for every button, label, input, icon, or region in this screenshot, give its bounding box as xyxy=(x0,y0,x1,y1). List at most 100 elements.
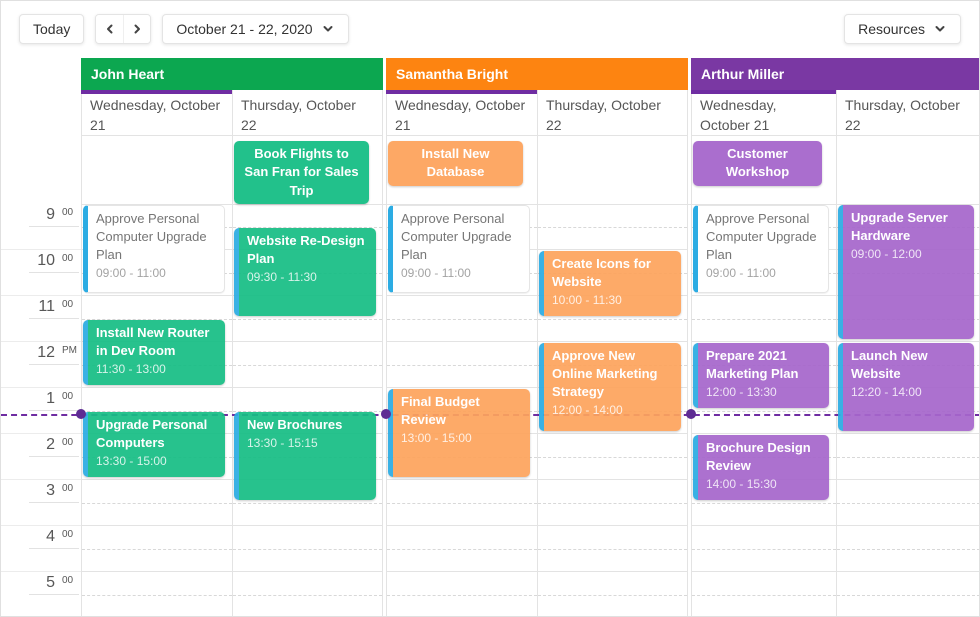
time-gutter-cell: 11 00 xyxy=(1,296,81,342)
time-label: 10 00 xyxy=(29,250,79,273)
all-day-cell[interactable] xyxy=(836,136,979,204)
chevron-down-icon xyxy=(321,22,335,36)
time-cell[interactable] xyxy=(538,296,687,342)
date-header-cell: Wednesday, October 21 xyxy=(691,90,836,136)
appointment[interactable]: Install New Router in Dev Room 11:30 - 13… xyxy=(83,320,225,385)
appointment-time: 09:00 - 11:00 xyxy=(96,265,166,280)
time-cell[interactable] xyxy=(387,480,537,526)
appointment-time: 12:00 - 14:00 xyxy=(552,402,623,417)
time-cell[interactable] xyxy=(837,572,979,616)
date-header-cell: Wednesday, October 21 xyxy=(386,90,537,136)
appointment-time: 11:30 - 13:00 xyxy=(96,361,166,376)
time-cell[interactable] xyxy=(538,204,687,250)
time-gutter-cell: 2 00 xyxy=(1,434,81,480)
appointment[interactable]: Approve Personal Computer Upgrade Plan 09… xyxy=(83,205,225,293)
all-day-cell[interactable] xyxy=(232,136,383,204)
grid-top-line xyxy=(1,204,979,205)
time-cell[interactable] xyxy=(387,342,537,388)
time-cell[interactable] xyxy=(387,572,537,616)
appointment[interactable]: Website Re-Design Plan 09:30 - 11:30 xyxy=(234,228,376,316)
time-label-hour: 3 xyxy=(46,482,55,499)
appointment[interactable]: Approve New Online Marketing Strategy 12:… xyxy=(539,343,681,431)
time-label: 4 00 xyxy=(29,526,79,549)
appointment-title: Launch New Website xyxy=(851,348,928,381)
appointment-title: Book Flights to San Fran for Sales Trip xyxy=(244,146,359,198)
appointment-time: 09:00 - 11:00 xyxy=(706,265,776,280)
time-cell[interactable] xyxy=(692,526,836,572)
time-cell[interactable] xyxy=(538,480,687,526)
time-label-hour: 9 xyxy=(46,206,55,223)
time-label: 11 00 xyxy=(29,296,79,319)
all-day-appointment[interactable]: Book Flights to San Fran for Sales Trip xyxy=(234,141,369,205)
time-cell[interactable] xyxy=(837,480,979,526)
appointment[interactable]: Approve Personal Computer Upgrade Plan 09… xyxy=(693,205,829,293)
prev-button[interactable] xyxy=(96,14,124,43)
time-cell[interactable] xyxy=(837,526,979,572)
time-cell[interactable] xyxy=(233,480,382,526)
appointment-title: Customer Workshop xyxy=(725,146,790,180)
appointment-time: 14:00 - 15:30 xyxy=(706,476,777,491)
appointment-time: 09:00 - 12:00 xyxy=(851,246,922,261)
date-range-button[interactable]: October 21 - 22, 2020 xyxy=(162,13,349,44)
current-date-indicator xyxy=(81,90,232,94)
appointment[interactable]: Upgrade Server Hardware 09:00 - 12:00 xyxy=(838,205,974,339)
time-cell[interactable] xyxy=(538,434,687,480)
date-header-cell: Thursday, October 22 xyxy=(537,90,688,136)
all-day-appointment[interactable]: Install New Database xyxy=(388,141,523,186)
time-label-hour: 5 xyxy=(46,574,55,591)
appointment[interactable]: Prepare 2021 Marketing Plan 12:00 - 13:30 xyxy=(693,343,829,408)
appointment[interactable]: Brochure Design Review 14:00 - 15:30 xyxy=(693,435,829,500)
all-day-cell[interactable] xyxy=(386,136,537,204)
all-day-cell[interactable] xyxy=(537,136,688,204)
date-header-label: Thursday, October 22 xyxy=(241,97,356,134)
appointment-title: Approve New Online Marketing Strategy xyxy=(552,348,658,399)
appointment[interactable]: Upgrade Personal Computers 13:30 - 15:00 xyxy=(83,412,225,477)
time-label-minutes: 00 xyxy=(62,436,74,448)
appointment[interactable]: Final Budget Review 13:00 - 15:00 xyxy=(388,389,530,477)
today-button[interactable]: Today xyxy=(19,13,85,44)
appointment-title: Prepare 2021 Marketing Plan xyxy=(706,348,799,381)
time-cell[interactable] xyxy=(233,296,382,342)
time-cell[interactable] xyxy=(692,480,836,526)
resources-button[interactable]: Resources xyxy=(844,13,961,44)
time-cell[interactable] xyxy=(82,572,232,616)
time-cell[interactable] xyxy=(692,572,836,616)
time-cell[interactable] xyxy=(82,526,232,572)
appointment-title: New Brochures xyxy=(247,417,343,432)
appointment-title: Brochure Design Review xyxy=(706,440,811,473)
time-cell[interactable] xyxy=(692,296,836,342)
time-label: 1 00 xyxy=(29,388,79,411)
appointment[interactable]: New Brochures 13:30 - 15:15 xyxy=(234,412,376,500)
time-gutter-cell: 4 00 xyxy=(1,526,81,572)
resource-header: John Heart xyxy=(81,58,383,90)
time-label-hour: 1 xyxy=(46,390,55,407)
time-cell[interactable] xyxy=(233,342,382,388)
time-cell[interactable] xyxy=(692,388,836,434)
next-button[interactable] xyxy=(123,14,151,43)
time-cell[interactable] xyxy=(538,572,687,616)
time-label-minutes: 00 xyxy=(62,298,74,310)
appointment[interactable]: Launch New Website 12:20 - 14:00 xyxy=(838,343,974,431)
appointment[interactable]: Create Icons for Website 10:00 - 11:30 xyxy=(539,251,681,316)
resource-name: Samantha Bright xyxy=(396,66,509,82)
time-label: 3 00 xyxy=(29,480,79,503)
toolbar: Today October 21 - 22, 2020 Resources xyxy=(1,1,979,56)
all-day-appointment[interactable]: Customer Workshop xyxy=(693,141,822,186)
time-cell[interactable] xyxy=(387,526,537,572)
all-day-cell[interactable] xyxy=(81,136,232,204)
time-label: 9 00 xyxy=(29,204,79,227)
all-day-cell[interactable] xyxy=(691,136,836,204)
time-cell[interactable] xyxy=(387,296,537,342)
time-gutter-cell: 9 00 xyxy=(1,204,81,250)
time-cell[interactable] xyxy=(837,434,979,480)
appointment[interactable]: Approve Personal Computer Upgrade Plan 09… xyxy=(388,205,530,293)
time-cell[interactable] xyxy=(233,526,382,572)
time-label-hour: 4 xyxy=(46,528,55,545)
time-cell[interactable] xyxy=(538,526,687,572)
appointment-title: Approve Personal Computer Upgrade Plan xyxy=(706,211,817,262)
date-header-label: Thursday, October 22 xyxy=(546,97,661,134)
date-header-cell: Wednesday, October 21 xyxy=(81,90,232,136)
time-cell[interactable] xyxy=(233,572,382,616)
time-cell[interactable] xyxy=(82,480,232,526)
